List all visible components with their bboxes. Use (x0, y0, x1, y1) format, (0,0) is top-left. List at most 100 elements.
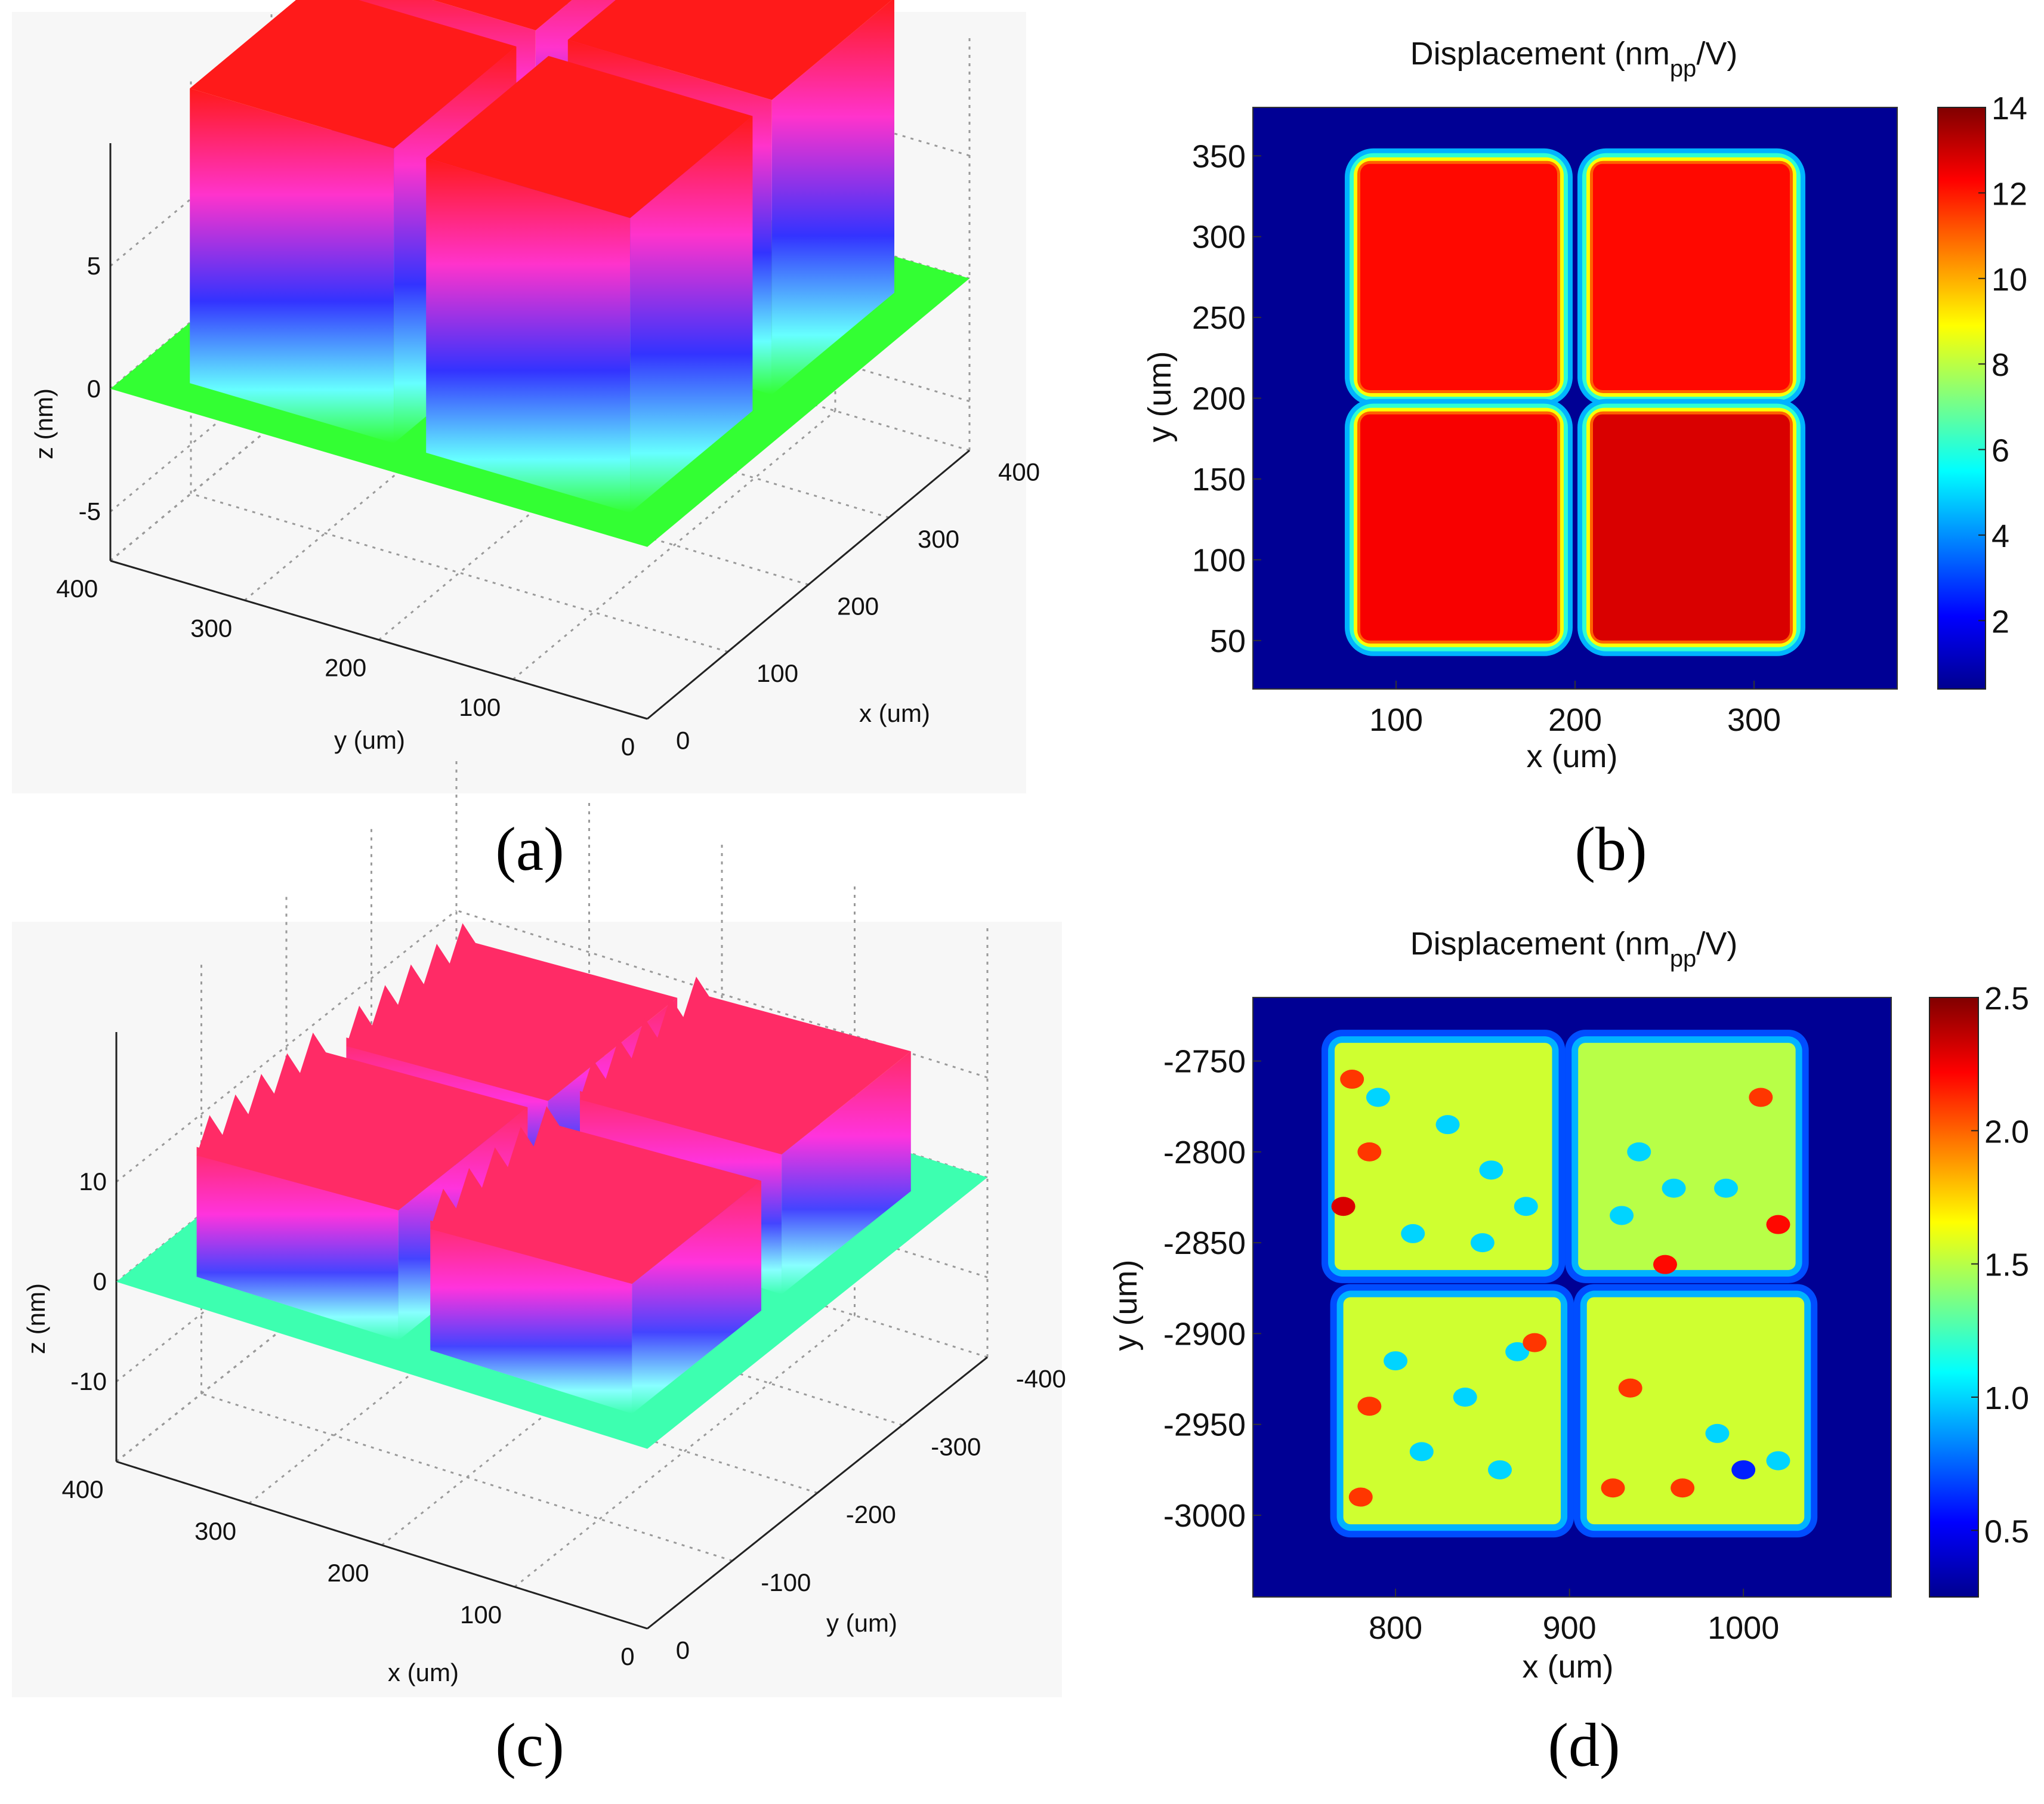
pad-side-wall (426, 157, 631, 513)
plot-b-xlabel: x (um) (1527, 739, 1618, 774)
y-tick-label: 100 (459, 693, 501, 721)
x-tick-label: 800 (1369, 1610, 1422, 1646)
heatmap-speckle (1505, 1342, 1530, 1361)
y-tick-label: -2950 (1163, 1407, 1246, 1443)
x-tick-label: 400 (998, 458, 1040, 486)
plot-b-title-main: Displacement (nm (1410, 36, 1670, 72)
plot-b-area (1252, 107, 1898, 690)
y-tick-label: 250 (1192, 300, 1246, 336)
x-tick-label: 300 (1727, 702, 1781, 738)
x-tick-label: 0 (676, 1636, 690, 1664)
pad-block-4 (426, 55, 753, 513)
grid-line (190, 493, 728, 653)
colorbar-tick-label: 1.0 (1984, 1380, 2029, 1416)
x-tick-label: -300 (931, 1432, 981, 1460)
heatmap-speckle (1479, 1160, 1503, 1180)
y-tick-label: 400 (62, 1475, 104, 1503)
y-tick-label: 300 (194, 1517, 236, 1545)
heatmap-speckle (1601, 1478, 1625, 1498)
colorbar-tick-label: 10 (1991, 262, 2027, 298)
y-tick-label: 150 (1192, 462, 1246, 498)
x-tick-label: 200 (837, 592, 879, 620)
y-tick-label: -2800 (1163, 1135, 1246, 1170)
heatmap-speckle (1340, 1070, 1364, 1089)
colorbar-gradient (1937, 107, 1986, 690)
pad-4-contour-5 (1593, 414, 1790, 641)
pad-front-wall (771, 0, 894, 395)
y-tick-label: 100 (1192, 542, 1246, 578)
y-tick-label: 300 (1192, 220, 1246, 255)
pad-2-contour-5 (1593, 163, 1790, 390)
axis-line (647, 449, 970, 720)
heatmap-speckle (1366, 1088, 1390, 1107)
colorbar-tick-label: 14 (1991, 91, 2027, 126)
caption-b: (b) (1574, 815, 1647, 884)
heatmap-speckle (1435, 1115, 1460, 1135)
heatmap-speckle (1731, 1460, 1756, 1479)
pad-front-wall (630, 116, 753, 513)
pad-1-contour-5 (1360, 163, 1557, 390)
colorbar-tick-label: 6 (1991, 433, 2009, 469)
heatmap-speckle (1470, 1233, 1495, 1253)
heatmap-speckle (1409, 1442, 1434, 1462)
x-tick-label: 0 (676, 726, 690, 754)
pad-4 (1573, 1284, 1818, 1538)
grid-line (514, 1314, 856, 1588)
y-tick-label: 100 (460, 1601, 502, 1629)
grid-line (432, 242, 970, 403)
grid-line (432, 291, 970, 452)
pad-front-wall (632, 1181, 761, 1414)
heatmap-speckle (1627, 1142, 1651, 1162)
colorbar-tick-label: 1.5 (1984, 1247, 2029, 1283)
plot-d-colorbar: 0.5 1.0 1.5 2.0 2.5 (1929, 981, 2029, 1598)
pad-2 (1565, 1030, 1809, 1283)
caption-a: (a) (495, 815, 564, 884)
x-tick-label: 300 (918, 525, 959, 553)
y-tick-label: -2750 (1163, 1044, 1246, 1080)
plot-b-ylabel: y (um) (1142, 351, 1178, 443)
colorbar-tick-label: 4 (1991, 518, 2009, 554)
plot-d-tick-labels: 800 900 1000 -2750 -2800 -2850 -2900 -2950 -3000 (1163, 1044, 1779, 1646)
heatmap-speckle (1357, 1397, 1382, 1416)
pad-4 (1577, 399, 1805, 656)
colorbar-tick-label: 2.5 (1984, 981, 2029, 1017)
heatmap-speckle (1401, 1224, 1425, 1243)
pad-top (196, 1032, 528, 1210)
pad-front-wall (782, 1051, 911, 1295)
y-tick-label: 200 (1192, 381, 1246, 417)
y-tick-label: 400 (56, 574, 98, 603)
colorbar-tick-label: 2 (1991, 604, 2009, 640)
plot-a-axes (109, 143, 970, 720)
heatmap-speckle (1671, 1478, 1695, 1498)
plot-d-ylabel: y (um) (1108, 1260, 1144, 1351)
heatmap-speckle (1348, 1487, 1373, 1507)
colorbar-tick-label: 12 (1991, 176, 2027, 212)
pad-top (433, 0, 572, 30)
axis-line (647, 1356, 988, 1630)
y-tick-label: 200 (325, 654, 366, 682)
heatmap-frame (1252, 997, 1892, 1598)
z-tick-label: 5 (87, 252, 101, 280)
pad-side-wall (190, 88, 394, 443)
plot-d-xlabel: x (um) (1523, 1649, 1614, 1685)
pad-2-contour-3 (1578, 1043, 1796, 1270)
grid-line (116, 909, 457, 1183)
plot-c-axes (115, 1032, 988, 1630)
axis-line (116, 1460, 648, 1630)
plot-d-title-sub: pp (1670, 946, 1697, 972)
plot-a-tick-labels: 0 100 200 300 400 0 100 200 300 400 -5 0 5 (56, 252, 1040, 761)
plot-a-zlabel: z (nm) (30, 388, 58, 459)
x-tick-label: 100 (757, 659, 798, 687)
grid-line (512, 410, 836, 680)
heatmap-speckle (1523, 1333, 1547, 1352)
heatmap-speckle (1714, 1178, 1739, 1198)
y-tick-label: -2900 (1163, 1316, 1246, 1352)
pad-top (190, 0, 517, 149)
z-tick-label: 0 (93, 1268, 107, 1296)
plot-b-tick-labels: 100 200 300 50 100 150 200 250 300 350 (1192, 138, 1781, 738)
plot-c-ylabel: y (um) (826, 1609, 897, 1637)
heatmap-speckle (1488, 1460, 1512, 1479)
heatmap-speckle (1618, 1378, 1642, 1398)
y-tick-label: 300 (190, 614, 232, 642)
